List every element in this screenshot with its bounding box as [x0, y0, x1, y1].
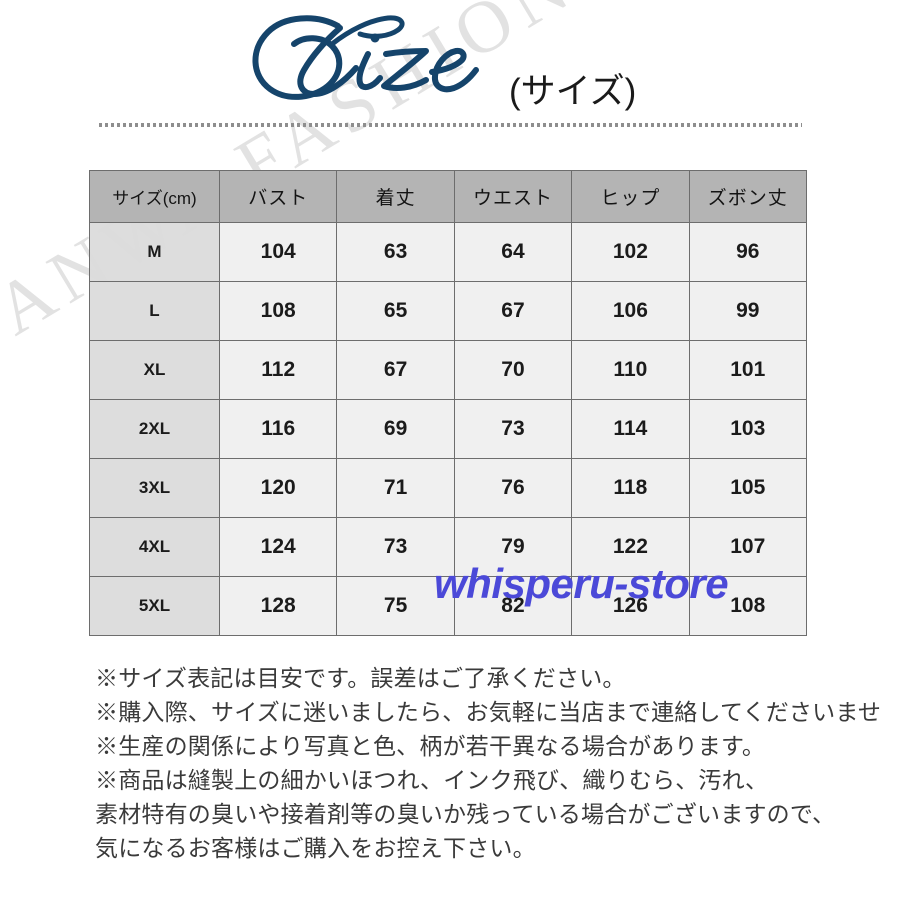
column-header-waist: ウエスト [453, 170, 573, 223]
table-row: 3XL 120 71 76 118 105 [89, 458, 807, 518]
note-line: ※サイズ表記は目安です。誤差はご了承ください。 [95, 665, 626, 691]
cell-bust: 124 [218, 517, 338, 577]
cell-length: 75 [336, 576, 455, 636]
page-title: (サイズ) [0, 8, 900, 113]
cell-length: 63 [336, 222, 455, 282]
table-header-row: サイズ(cm) バスト 着丈 ウエスト ヒップ ズボン丈 [89, 170, 807, 223]
cell-pants: 99 [688, 281, 807, 341]
cell-bust: 116 [218, 399, 338, 459]
cell-length: 71 [336, 458, 455, 518]
cell-hip: 106 [571, 281, 690, 341]
table-row: 2XL 116 69 73 114 103 [89, 399, 807, 459]
size-table-container: サイズ(cm) バスト 着丈 ウエスト ヒップ ズボン丈 M 104 63 64… [89, 170, 807, 636]
cell-pants: 108 [688, 576, 807, 636]
cell-length: 67 [336, 340, 455, 400]
size-table: サイズ(cm) バスト 着丈 ウエスト ヒップ ズボン丈 M 104 63 64… [89, 170, 807, 636]
cell-waist: 67 [453, 281, 573, 341]
column-header-size: サイズ(cm) [89, 170, 220, 223]
note-line: 素材特有の臭いや接着剤等の臭いか残っている場合がございますので、 [95, 801, 836, 827]
cell-size: L [89, 281, 220, 341]
table-row: L 108 65 67 106 99 [89, 281, 807, 341]
cell-size: XL [89, 340, 220, 400]
cell-waist: 76 [453, 458, 573, 518]
cell-hip: 114 [571, 399, 690, 459]
table-row: XL 112 67 70 110 101 [89, 340, 807, 400]
cell-length: 69 [336, 399, 455, 459]
cell-waist: 73 [453, 399, 573, 459]
cell-size: 5XL [89, 576, 220, 636]
cell-hip: 122 [571, 517, 690, 577]
cell-bust: 104 [218, 222, 338, 282]
cell-pants: 107 [688, 517, 807, 577]
column-header-length: 着丈 [336, 170, 455, 223]
column-header-pants: ズボン丈 [688, 170, 807, 223]
cell-size: M [89, 222, 220, 282]
cell-bust: 128 [218, 576, 338, 636]
cell-length: 73 [336, 517, 455, 577]
dotted-divider [99, 123, 802, 127]
cell-size: 2XL [89, 399, 220, 459]
note-line: ※生産の関係により写真と色、柄が若干異なる場合があります。 [95, 733, 766, 759]
cell-waist: 82 [453, 576, 573, 636]
column-header-hip: ヒップ [571, 170, 690, 223]
note-line: ※商品は縫製上の細かいほつれ、インク飛び、織りむら、汚れ、 [95, 767, 769, 793]
cell-length: 65 [336, 281, 455, 341]
cell-hip: 118 [571, 458, 690, 518]
cell-waist: 70 [453, 340, 573, 400]
cell-hip: 126 [571, 576, 690, 636]
notes-block: ※サイズ表記は目安です。誤差はご了承ください。 ※購入際、サイズに迷いましたら、… [95, 661, 885, 865]
cell-pants: 105 [688, 458, 807, 518]
cell-bust: 120 [218, 458, 338, 518]
cell-pants: 101 [688, 340, 807, 400]
cell-hip: 102 [571, 222, 690, 282]
size-script-logo [246, 10, 516, 110]
table-row: 4XL 124 73 79 122 107 [89, 517, 807, 577]
note-line: ※購入際、サイズに迷いましたら、お気軽に当店まで連絡してくださいませ [95, 699, 882, 725]
cell-pants: 96 [688, 222, 807, 282]
table-row: 5XL 128 75 82 126 108 [89, 576, 807, 636]
cell-pants: 103 [688, 399, 807, 459]
cell-hip: 110 [571, 340, 690, 400]
cell-waist: 79 [453, 517, 573, 577]
cell-size: 3XL [89, 458, 220, 518]
cell-waist: 64 [453, 222, 573, 282]
note-line: 気になるお客様はご購入をお控え下さい。 [95, 835, 536, 861]
column-header-bust: バスト [218, 170, 338, 223]
cell-size: 4XL [89, 517, 220, 577]
cell-bust: 108 [218, 281, 338, 341]
table-row: M 104 63 64 102 96 [89, 222, 807, 282]
cell-bust: 112 [218, 340, 338, 400]
size-label-japanese: (サイズ) [509, 72, 637, 111]
